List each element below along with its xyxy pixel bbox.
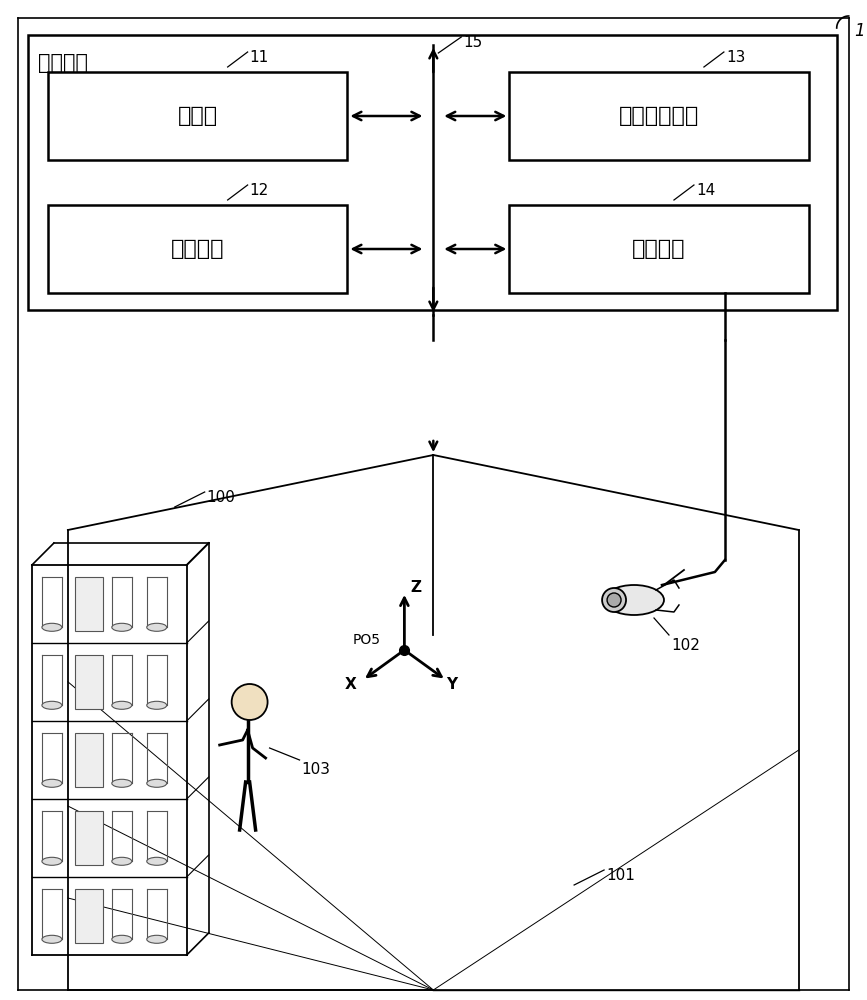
Text: 15: 15 bbox=[463, 35, 483, 50]
Bar bbox=[48, 205, 348, 293]
Ellipse shape bbox=[147, 623, 166, 631]
Ellipse shape bbox=[42, 779, 62, 787]
Ellipse shape bbox=[604, 585, 664, 615]
Ellipse shape bbox=[42, 701, 62, 709]
Bar bbox=[48, 72, 348, 160]
Text: 辅助存储单元: 辅助存储单元 bbox=[619, 106, 699, 126]
Bar bbox=[509, 205, 809, 293]
Text: 1: 1 bbox=[854, 22, 864, 40]
Ellipse shape bbox=[112, 857, 132, 865]
Ellipse shape bbox=[42, 623, 62, 631]
Text: 11: 11 bbox=[250, 50, 269, 65]
Ellipse shape bbox=[147, 701, 166, 709]
Bar bbox=[75, 655, 103, 709]
Text: 12: 12 bbox=[250, 183, 269, 198]
Ellipse shape bbox=[147, 779, 166, 787]
Text: 100: 100 bbox=[206, 490, 236, 505]
Text: Z: Z bbox=[410, 580, 421, 595]
Ellipse shape bbox=[112, 779, 132, 787]
Text: 101: 101 bbox=[606, 868, 635, 883]
Ellipse shape bbox=[602, 588, 626, 612]
Text: Y: Y bbox=[447, 677, 458, 692]
Ellipse shape bbox=[147, 935, 166, 943]
Text: 处理器: 处理器 bbox=[178, 106, 218, 126]
Text: 103: 103 bbox=[302, 762, 330, 777]
Bar bbox=[75, 811, 103, 865]
Bar bbox=[75, 889, 103, 943]
Circle shape bbox=[231, 684, 268, 720]
Ellipse shape bbox=[112, 701, 132, 709]
Bar bbox=[509, 72, 809, 160]
Bar bbox=[75, 577, 103, 631]
Text: X: X bbox=[345, 677, 356, 692]
Ellipse shape bbox=[112, 935, 132, 943]
Text: 14: 14 bbox=[696, 183, 715, 198]
Ellipse shape bbox=[147, 857, 166, 865]
Ellipse shape bbox=[112, 623, 132, 631]
Ellipse shape bbox=[42, 935, 62, 943]
Text: 主存储器: 主存储器 bbox=[171, 239, 225, 259]
Text: 102: 102 bbox=[671, 638, 700, 653]
Text: 追踪装置: 追踪装置 bbox=[38, 53, 88, 73]
Ellipse shape bbox=[607, 593, 621, 607]
Bar bbox=[75, 733, 103, 787]
Text: 通信接口: 通信接口 bbox=[632, 239, 686, 259]
Ellipse shape bbox=[42, 857, 62, 865]
Text: PO5: PO5 bbox=[353, 633, 381, 647]
Bar bbox=[28, 35, 837, 310]
Text: 13: 13 bbox=[726, 50, 746, 65]
